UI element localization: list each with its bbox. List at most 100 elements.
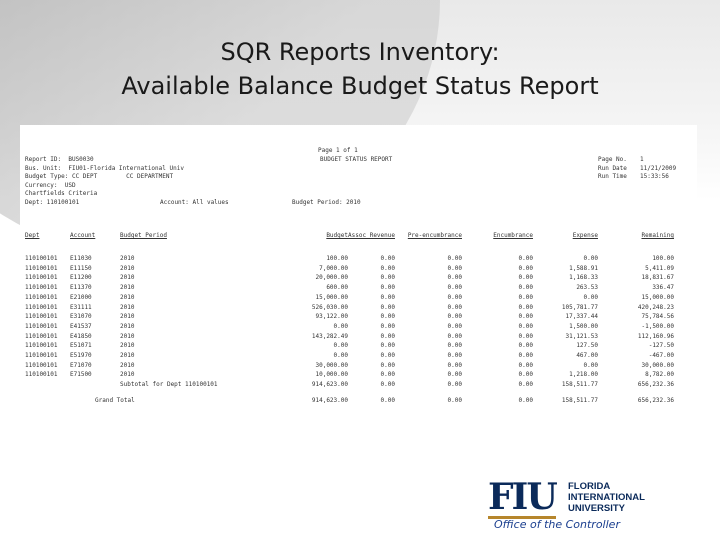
cell: 0.00	[380, 303, 395, 311]
cell: 0.00	[380, 274, 395, 282]
column-header: Account	[70, 232, 96, 239]
cell: 0.00	[518, 274, 533, 282]
total-value: 656,232.36	[637, 381, 674, 389]
cell: 420,248.23	[637, 303, 674, 311]
cell: E31070	[70, 313, 92, 321]
total-label: Subtotal for Dept 110100101	[120, 381, 218, 389]
column-header: Expense	[572, 232, 598, 239]
cell: 0.00	[380, 361, 395, 369]
cell: 0.00	[333, 342, 348, 350]
cell: 0.00	[447, 255, 462, 262]
cell: 0.00	[518, 284, 533, 292]
header-label: Run Time	[598, 173, 627, 180]
cell: 0.00	[518, 342, 533, 350]
cell: 8,782.00	[645, 371, 674, 379]
cell: 0.00	[380, 322, 395, 330]
cell: 110100101	[25, 352, 58, 359]
cell: E11370	[70, 284, 92, 292]
cell: 110100101	[25, 274, 58, 282]
header-label: Run Date	[598, 164, 627, 172]
header-field: Budget Type: CC DEPT CC DEPARTMENT	[25, 173, 174, 180]
cell: 93,122.00	[315, 313, 348, 321]
cell: 15,000.00	[315, 293, 348, 301]
cell: 2010	[120, 255, 135, 262]
column-header: Dept	[25, 232, 40, 239]
column-header: Remaining	[641, 232, 674, 239]
criteria: Account: All values	[160, 198, 229, 206]
cell: 0.00	[380, 293, 395, 301]
cell: 2010	[120, 264, 135, 272]
cell: 0.00	[518, 371, 533, 379]
cell: 0.00	[518, 303, 533, 311]
header-label: Page No.	[598, 156, 627, 163]
cell: 110100101	[25, 332, 58, 340]
total-value: 0.00	[447, 381, 462, 389]
cell: 7,000.00	[319, 264, 348, 272]
cell: 110100101	[25, 303, 58, 311]
cell: 75,784.56	[641, 313, 674, 321]
cell: 0.00	[583, 361, 598, 369]
cell: 110100101	[25, 255, 58, 262]
cell: E11030	[70, 255, 92, 262]
cell: 0.00	[380, 284, 395, 292]
cell: 0.00	[380, 342, 395, 350]
cell: 110100101	[25, 361, 58, 369]
cell: 0.00	[518, 255, 533, 262]
cell: 0.00	[518, 322, 533, 330]
cell: 31,121.53	[565, 332, 598, 340]
cell: 0.00	[447, 352, 462, 359]
cell: -127.50	[648, 342, 674, 350]
cell: 0.00	[518, 293, 533, 301]
cell: 110100101	[25, 322, 58, 330]
column-header: Pre-encumbrance	[407, 232, 462, 239]
cell: E51071	[70, 342, 92, 350]
criteria: Dept: 110100101	[25, 198, 80, 206]
cell: 20,000.00	[315, 274, 348, 282]
total-value: 0.00	[518, 397, 533, 404]
total-label: Grand Total	[95, 397, 135, 404]
cell: 110100101	[25, 293, 58, 301]
cell: 0.00	[447, 274, 462, 282]
slide-title: Available Balance Budget Status Report	[121, 72, 599, 100]
cell: 110100101	[25, 342, 58, 350]
cell: 0.00	[447, 293, 462, 301]
cell: 0.00	[447, 303, 462, 311]
cell: E41537	[70, 322, 92, 330]
header-value: 1	[640, 156, 644, 163]
cell: 2010	[120, 352, 135, 359]
cell: 0.00	[447, 371, 462, 379]
cell: 2010	[120, 332, 135, 340]
cell: 2010	[120, 293, 135, 301]
report-title: BUDGET STATUS REPORT	[320, 156, 393, 163]
cell: 336.47	[652, 284, 674, 292]
cell: 1,588.91	[569, 264, 598, 272]
cell: 263.53	[576, 284, 598, 292]
cell: 0.00	[447, 264, 462, 272]
cell: 0.00	[447, 332, 462, 340]
cell: 10,000.00	[315, 371, 348, 379]
page-label: Page 1 of 1	[318, 147, 358, 154]
cell: 0.00	[518, 264, 533, 272]
header-field: Currency: USD	[25, 181, 76, 189]
cell: 0.00	[583, 255, 598, 262]
cell: 110100101	[25, 371, 58, 379]
total-value: 656,232.36	[637, 397, 674, 404]
cell: 110100101	[25, 264, 58, 272]
cell: 526,030.00	[311, 303, 348, 311]
cell: E71500	[70, 371, 92, 379]
cell: -1,500.00	[641, 322, 674, 330]
cell: 2010	[120, 322, 135, 330]
cell: 1,168.33	[569, 274, 598, 282]
cell: 2010	[120, 342, 135, 350]
footer: Office of the Controller	[494, 518, 620, 531]
criteria: Budget Period: 2010	[292, 198, 361, 206]
cell: 0.00	[380, 255, 395, 262]
cell: 2010	[120, 274, 135, 282]
cell: 100.00	[326, 255, 348, 262]
cell: E71070	[70, 361, 92, 369]
cell: E21000	[70, 293, 92, 301]
total-value: 0.00	[380, 397, 395, 404]
cell: 30,000.00	[641, 361, 674, 369]
cell: E51970	[70, 352, 92, 359]
